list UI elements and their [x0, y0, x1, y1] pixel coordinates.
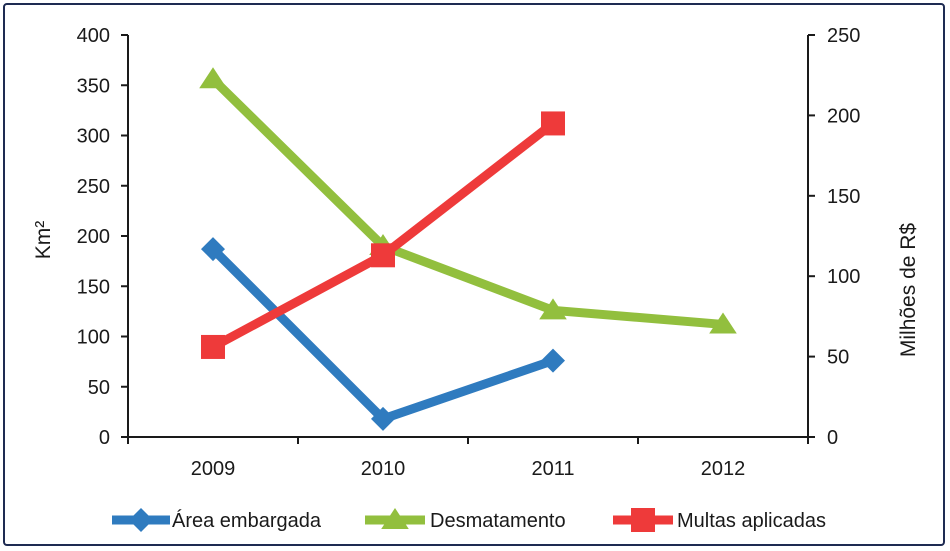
legend-item: Área embargada — [112, 508, 322, 532]
x-tick-label: 2009 — [191, 458, 236, 480]
legend-label: Desmatamento — [430, 510, 566, 532]
y-left-tick-label: 350 — [77, 75, 110, 97]
data-point — [541, 111, 565, 136]
chart-series — [199, 67, 737, 431]
chart-axes: 0 50 100 150 200 250 300 350 400 0 50 100 150 200 250 2… — [32, 25, 920, 480]
legend-marker — [381, 508, 409, 529]
y-left-tick-label: 150 — [77, 276, 110, 298]
y-left-tick-label: 300 — [77, 126, 110, 148]
data-point — [371, 406, 395, 431]
data-point — [709, 312, 737, 334]
data-point — [199, 67, 227, 89]
x-tick-label: 2010 — [361, 458, 406, 480]
y-right-tick-label: 0 — [827, 427, 838, 449]
legend-item: Multas aplicadas — [613, 508, 826, 532]
y-left-tick-label: 400 — [77, 25, 110, 47]
series-desmatamento — [199, 67, 737, 334]
legend-item: Desmatamento — [365, 508, 566, 532]
y-left-tick-label: 0 — [99, 427, 110, 449]
y-right-tick-label: 200 — [827, 105, 860, 127]
legend-marker — [631, 508, 655, 532]
y-right-tick-label: 100 — [827, 266, 860, 288]
legend-label: Área embargada — [172, 509, 322, 532]
y-right-tick-label: 150 — [827, 186, 860, 208]
data-point — [201, 334, 225, 359]
data-point — [371, 243, 395, 268]
y-right-tick-label: 250 — [827, 25, 860, 47]
series--rea-embargada — [201, 237, 565, 431]
x-tick-label: 2011 — [531, 458, 574, 480]
x-tick-label: 2012 — [701, 458, 746, 480]
y-axis-right-title: Milhões de R$ — [897, 223, 920, 358]
chart-frame — [3, 3, 945, 546]
data-point — [541, 348, 565, 373]
y-left-tick-label: 100 — [77, 327, 110, 349]
y-right-tick-label: 50 — [827, 347, 849, 369]
series-multas-aplicadas — [201, 111, 565, 359]
legend-marker — [129, 508, 153, 532]
series-line — [209, 76, 724, 329]
chart-legend: Área embargada Desmatamento Multas aplicad… — [112, 508, 826, 532]
y-left-tick-label: 50 — [88, 377, 110, 399]
y-left-tick-label: 250 — [77, 176, 110, 198]
data-point — [539, 298, 567, 320]
legend-label: Multas aplicadas — [677, 510, 826, 532]
data-point — [201, 237, 225, 262]
y-axis-left-title: Km² — [32, 221, 55, 260]
y-left-tick-label: 200 — [77, 226, 110, 248]
series-line — [209, 245, 555, 425]
